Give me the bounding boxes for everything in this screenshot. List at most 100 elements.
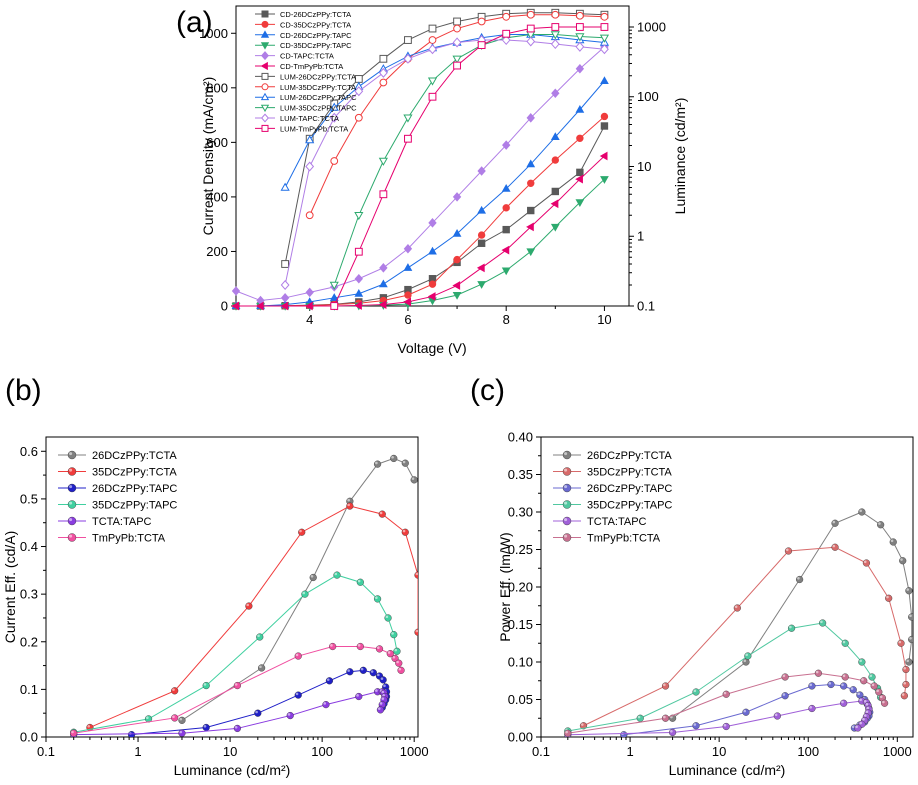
point-cd-tmpypb-tcta bbox=[550, 199, 559, 209]
panel-c-legend: 26DCzPPy:TCTA 35DCzPPy:TCTA 26DCzPPy:TAPC 3… bbox=[553, 450, 672, 545]
point-cd-26dczppy-tapc bbox=[354, 289, 364, 297]
point-35dczppy-tcta-highlight bbox=[785, 548, 789, 552]
point-26dczppy-tapc bbox=[346, 668, 354, 676]
point-cd-tmpypb-tcta bbox=[280, 301, 289, 311]
legend-label-35dczppy-tcta: 35DCzPPy:TCTA bbox=[92, 467, 177, 479]
y-tick-label: 0.15 bbox=[508, 617, 533, 632]
point-lum-26dczppy-tcta bbox=[404, 36, 412, 44]
point-cd-tapc-tcta bbox=[526, 113, 535, 123]
point-26dczppy-tapc bbox=[369, 669, 377, 677]
point-35dczppy-tapc-highlight bbox=[745, 653, 748, 657]
point-lum-26dczppy-tcta bbox=[428, 24, 437, 33]
point-tmpypb-tcta-highlight bbox=[663, 715, 666, 719]
panel-a-data bbox=[231, 8, 610, 311]
legend-marker-26dczppy-tcta-body bbox=[67, 450, 77, 460]
point-35dczppy-tapc-body bbox=[390, 631, 398, 639]
x-tick-label: 4 bbox=[306, 312, 313, 327]
series-line-tmpypb-tcta bbox=[73, 646, 402, 734]
point-tcta-tapc-body bbox=[322, 701, 330, 709]
point-35dczppy-tapc-highlight bbox=[842, 640, 846, 644]
point-26dczppy-tcta-body bbox=[390, 454, 398, 463]
point-cd-35dczppy-tcta bbox=[600, 112, 609, 121]
point-tcta-tapc-body bbox=[178, 729, 186, 737]
point-35dczppy-tapc bbox=[356, 578, 364, 586]
point-tmpypb-tcta-body bbox=[564, 729, 572, 737]
series-line-lum-tapc-tcta bbox=[284, 39, 605, 286]
point-35dczppy-tcta-highlight bbox=[886, 595, 889, 599]
legend-label-26dczppy-tcta: 26DCzPPy:TCTA bbox=[92, 450, 177, 462]
point-tcta-tapc-highlight bbox=[379, 702, 383, 705]
panel-a-label: (a) bbox=[176, 6, 213, 39]
point-tmpypb-tcta-highlight bbox=[842, 674, 846, 678]
point-lum-35dczppy-tcta bbox=[354, 113, 363, 122]
legend-marker-35dczppy-tapc bbox=[562, 500, 572, 509]
x-tick-label: 1000 bbox=[883, 744, 912, 759]
point-tmpypb-tcta bbox=[781, 673, 789, 681]
point-cd-35dczppy-tapc bbox=[600, 176, 609, 184]
point-35dczppy-tcta bbox=[831, 543, 839, 551]
point-tmpypb-tcta-body bbox=[375, 645, 384, 653]
point-cd-tapc-tcta bbox=[452, 192, 462, 202]
point-cd-tapc-tcta bbox=[502, 140, 511, 150]
point-26dczppy-tcta-body bbox=[178, 716, 186, 724]
legend-marker-26dczppy-tcta-highlight bbox=[564, 452, 568, 456]
point-26dczppy-tcta bbox=[258, 664, 266, 672]
point-tmpypb-tcta-highlight bbox=[295, 653, 299, 657]
panel-a: (a) 4 6 8 10020040060080010000.11101001000 … bbox=[176, 5, 688, 356]
point-cd-35dczppy-tcta bbox=[527, 179, 535, 187]
point-26dczppy-tcta bbox=[309, 573, 317, 582]
point-35dczppy-tapc-highlight bbox=[357, 579, 361, 583]
point-35dczppy-tapc-highlight bbox=[637, 715, 641, 719]
point-26dczppy-tapc bbox=[692, 722, 700, 730]
point-26dczppy-tapc-highlight bbox=[377, 673, 380, 677]
panel-b-xlabel: Luminance (cd/m²) bbox=[174, 762, 291, 778]
point-cd-35dczppy-tcta bbox=[576, 134, 584, 142]
point-tcta-tapc-highlight bbox=[863, 714, 867, 717]
point-35dczppy-tcta-highlight bbox=[379, 511, 383, 515]
point-35dczppy-tcta-highlight bbox=[415, 629, 418, 633]
point-26dczppy-tcta-highlight bbox=[900, 558, 903, 561]
point-tcta-tapc bbox=[322, 701, 330, 709]
point-cd-tapc-tcta bbox=[305, 287, 314, 298]
point-26dczppy-tcta-body bbox=[401, 459, 409, 467]
point-35dczppy-tapc-body bbox=[819, 619, 827, 627]
point-26dczppy-tcta bbox=[401, 459, 409, 467]
point-26dczppy-tcta-highlight bbox=[259, 665, 262, 669]
point-26dczppy-tcta-body bbox=[373, 460, 382, 468]
point-tmpypb-tcta-highlight bbox=[871, 683, 875, 687]
point-35dczppy-tapc-highlight bbox=[820, 620, 823, 624]
point-tmpypb-tcta-body bbox=[70, 729, 78, 737]
point-cd-26dczppy-tcta bbox=[600, 122, 609, 130]
legend-marker-35dczppy-tapc bbox=[67, 500, 77, 509]
point-35dczppy-tcta bbox=[298, 528, 306, 536]
point-26dczppy-tapc bbox=[849, 686, 857, 694]
point-cd-35dczppy-tcta bbox=[404, 291, 412, 299]
point-tmpypb-tcta bbox=[860, 677, 868, 685]
point-26dczppy-tapc bbox=[379, 676, 387, 684]
point-tmpypb-tcta-highlight bbox=[879, 695, 883, 699]
legend-label-26dczppy-tapc: 26DCzPPy:TAPC bbox=[92, 483, 177, 495]
point-cd-26dczppy-tapc bbox=[600, 76, 609, 85]
point-tcta-tapc-highlight bbox=[381, 690, 385, 694]
point-tcta-tapc bbox=[773, 712, 781, 720]
point-cd-tapc-tcta bbox=[551, 88, 560, 99]
legend-marker-26dczppy-tapc-body bbox=[562, 483, 572, 493]
point-35dczppy-tapc-highlight bbox=[146, 716, 149, 720]
legend-marker-26dczppy-tcta-highlight bbox=[69, 452, 73, 456]
panel-b-plot-frame bbox=[45, 436, 419, 738]
point-cd-tmpypb-tcta bbox=[403, 297, 411, 307]
point-35dczppy-tapc bbox=[744, 652, 752, 660]
point-tmpypb-tcta bbox=[171, 714, 179, 722]
point-35dczppy-tcta-body bbox=[298, 528, 306, 536]
point-lum-tapc-tcta bbox=[329, 112, 339, 123]
point-tmpypb-tcta-body bbox=[329, 642, 337, 651]
point-lum-tmpypb-tcta bbox=[428, 92, 437, 101]
point-35dczppy-tcta-highlight bbox=[172, 688, 175, 691]
point-tmpypb-tcta-highlight bbox=[396, 660, 399, 664]
y-left-tick-label: 0 bbox=[221, 299, 228, 314]
y-tick-label: 0.30 bbox=[508, 505, 533, 520]
point-35dczppy-tcta-body bbox=[831, 543, 839, 551]
point-tmpypb-tcta-body bbox=[722, 690, 730, 698]
point-26dczppy-tapc-highlight bbox=[360, 667, 364, 671]
